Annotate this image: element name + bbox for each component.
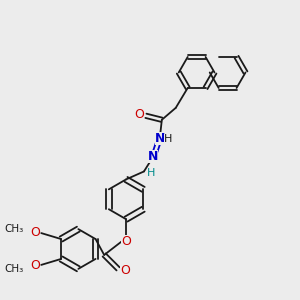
Text: N: N bbox=[148, 150, 158, 163]
Text: N: N bbox=[155, 132, 165, 145]
Text: O: O bbox=[30, 226, 40, 238]
Text: H: H bbox=[147, 168, 155, 178]
Text: O: O bbox=[30, 260, 40, 272]
Text: H: H bbox=[164, 134, 172, 144]
Text: CH₃: CH₃ bbox=[4, 224, 23, 234]
Text: O: O bbox=[120, 264, 130, 278]
Text: O: O bbox=[134, 108, 144, 121]
Text: CH₃: CH₃ bbox=[4, 264, 23, 274]
Text: O: O bbox=[121, 235, 131, 248]
